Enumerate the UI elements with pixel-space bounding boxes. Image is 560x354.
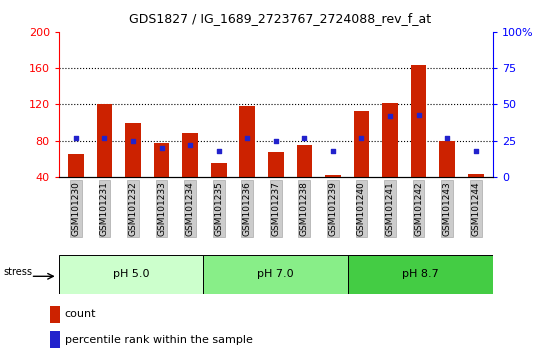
Bar [183,133,198,177]
Bar [268,152,284,177]
Bar [468,174,483,177]
Point [414,112,423,118]
Bar [325,175,340,177]
Bar [49,306,60,323]
Text: GSM101244: GSM101244 [471,181,480,235]
Point [100,135,109,141]
Text: GSM101232: GSM101232 [129,181,138,236]
Bar [296,145,312,177]
Bar [410,65,426,177]
Point [186,142,195,148]
Text: pH 5.0: pH 5.0 [113,269,150,279]
Bar [68,154,84,177]
Point [385,113,394,119]
Bar [97,104,113,177]
Text: GSM101243: GSM101243 [442,181,451,236]
Text: GSM101235: GSM101235 [214,181,223,236]
Point [471,148,480,154]
Bar [125,122,141,177]
Point [300,135,309,141]
Text: count: count [65,309,96,319]
Text: GSM101242: GSM101242 [414,181,423,235]
Bar [59,255,203,294]
Text: GDS1827 / IG_1689_2723767_2724088_rev_f_at: GDS1827 / IG_1689_2723767_2724088_rev_f_… [129,12,431,25]
Bar [353,111,369,177]
Text: GSM101240: GSM101240 [357,181,366,236]
Text: GSM101239: GSM101239 [328,181,338,236]
Text: pH 8.7: pH 8.7 [402,269,439,279]
Point [214,148,223,154]
Text: GSM101236: GSM101236 [242,181,252,236]
Text: GSM101233: GSM101233 [157,181,166,236]
Point [357,135,366,141]
Bar [49,331,60,348]
Point [157,145,166,151]
Bar [348,255,493,294]
Text: GSM101234: GSM101234 [186,181,195,236]
Bar [154,143,170,177]
Bar [382,103,398,177]
Text: GSM101231: GSM101231 [100,181,109,236]
Text: GSM101238: GSM101238 [300,181,309,236]
Text: GSM101230: GSM101230 [72,181,81,236]
Point [72,135,81,141]
Point [442,135,451,141]
Point [328,148,337,154]
Point [129,138,138,144]
Bar [239,106,255,177]
Text: GSM101241: GSM101241 [385,181,394,236]
Bar [203,255,348,294]
Point [243,135,252,141]
Text: stress: stress [3,267,32,278]
Bar [439,141,455,177]
Text: pH 7.0: pH 7.0 [258,269,294,279]
Text: percentile rank within the sample: percentile rank within the sample [65,335,253,345]
Bar [211,164,227,177]
Point [271,138,280,144]
Text: GSM101237: GSM101237 [271,181,281,236]
